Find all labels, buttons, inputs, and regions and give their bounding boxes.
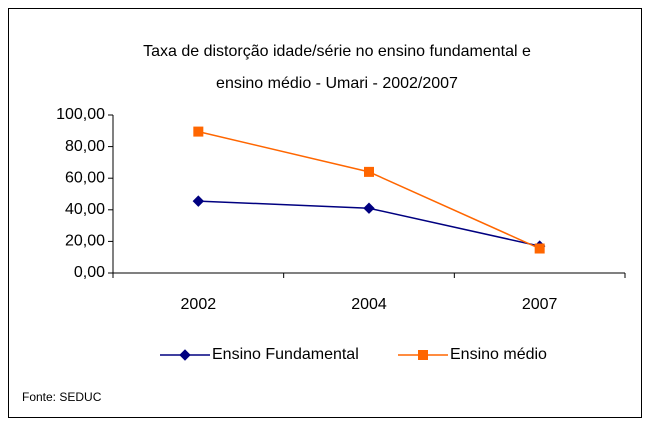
legend-label: Ensino Fundamental	[212, 346, 359, 363]
y-tick-label: 60,00	[65, 169, 105, 186]
marker	[192, 195, 205, 207]
source: Fonte: SEDUC	[22, 390, 102, 404]
legend-marker	[418, 350, 428, 360]
marker	[193, 126, 204, 137]
x-tick-label: 2002	[181, 296, 217, 313]
chart-border	[8, 8, 642, 418]
chart-title: Taxa de distorção idade/série no ensino …	[143, 43, 531, 60]
chart-title: ensino médio - Umari - 2002/2007	[216, 75, 458, 92]
legend-label: Ensino médio	[450, 346, 547, 363]
x-tick-label: 2007	[522, 296, 558, 313]
marker	[364, 166, 374, 177]
y-tick-label: 100,00	[56, 106, 105, 123]
marker	[363, 202, 375, 214]
x-tick-label: 2004	[351, 296, 387, 313]
y-tick-label: 20,00	[65, 233, 105, 250]
y-tick-label: 0,00	[74, 264, 105, 281]
y-tick-label: 80,00	[65, 138, 105, 155]
y-tick-label: 40,00	[65, 201, 105, 218]
marker	[534, 243, 545, 254]
legend-marker	[179, 349, 191, 361]
